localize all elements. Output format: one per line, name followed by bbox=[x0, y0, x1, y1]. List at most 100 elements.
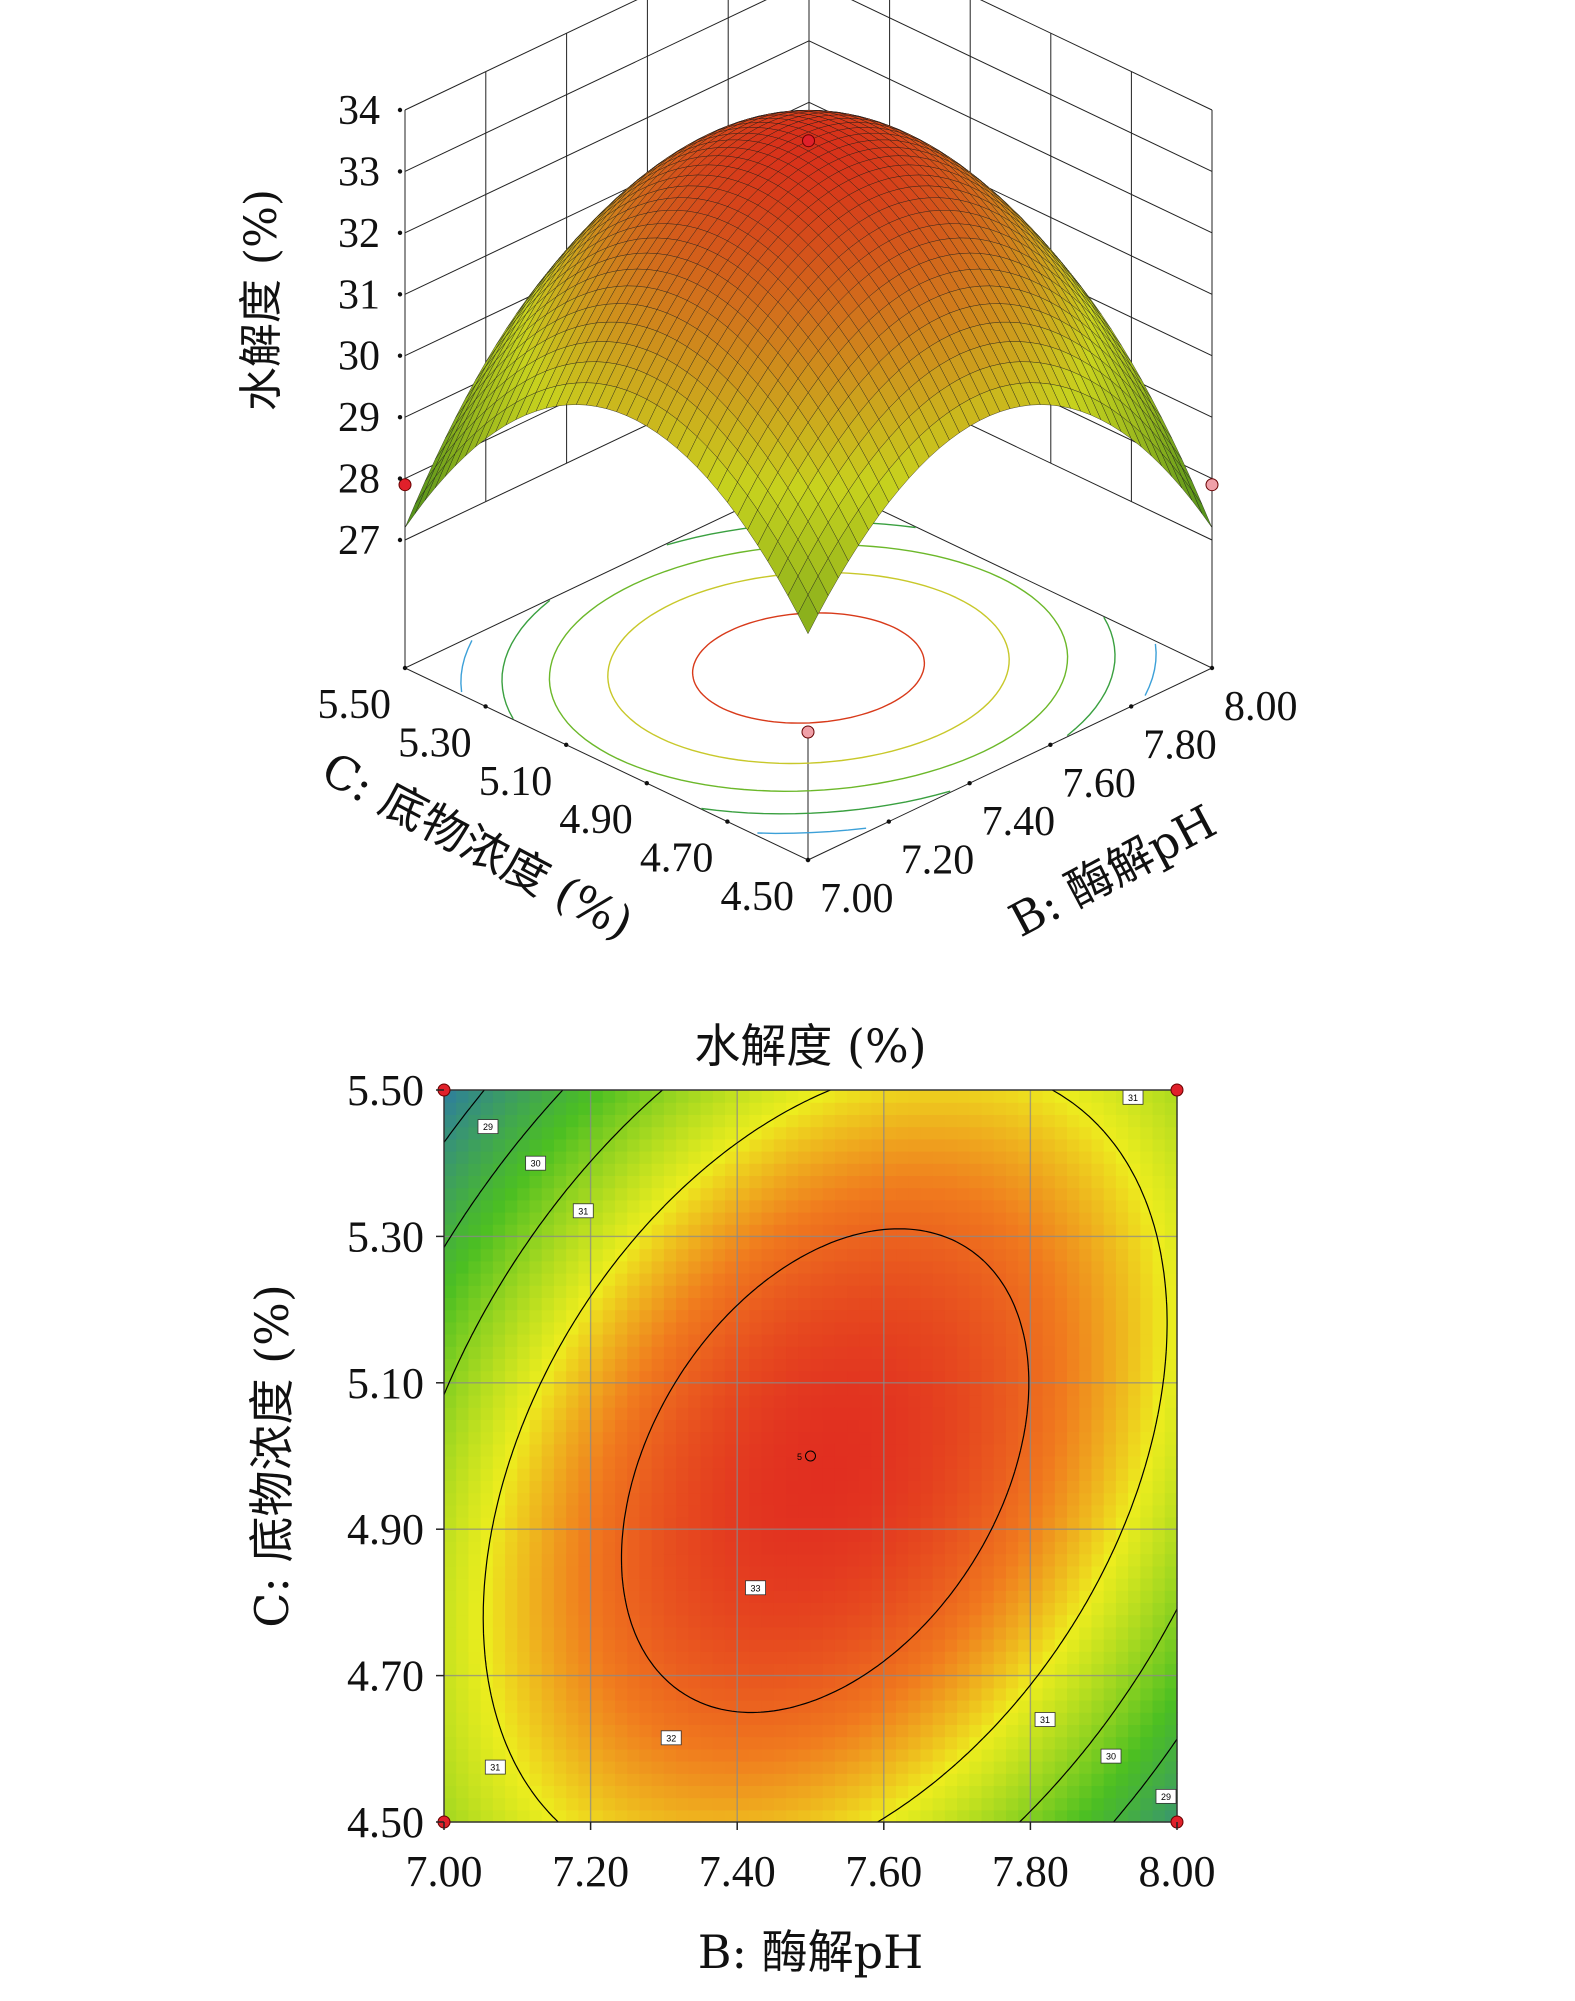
heat-cell bbox=[1042, 1626, 1056, 1640]
heat-cell bbox=[786, 1199, 799, 1213]
heat-cell bbox=[859, 1480, 873, 1494]
heat-cell bbox=[456, 1480, 470, 1494]
heat-cell bbox=[749, 1260, 763, 1274]
heat-cell bbox=[786, 1309, 799, 1323]
heat-cell bbox=[773, 1114, 787, 1128]
heat-cell bbox=[492, 1248, 506, 1262]
heat-cell bbox=[896, 1199, 909, 1213]
heat-cell bbox=[468, 1468, 482, 1481]
heat-cell bbox=[1079, 1138, 1093, 1152]
heat-cell bbox=[590, 1590, 604, 1603]
heat-cell bbox=[639, 1346, 653, 1359]
heat-cell bbox=[480, 1590, 494, 1603]
heat-cell bbox=[993, 1297, 1007, 1311]
heat-cell bbox=[1054, 1602, 1068, 1616]
heat-cell bbox=[651, 1712, 665, 1725]
heat-cell bbox=[529, 1407, 543, 1420]
heat-cell bbox=[529, 1517, 543, 1530]
heat-cell bbox=[981, 1639, 995, 1652]
heat-cell bbox=[1030, 1334, 1044, 1347]
heat-cell bbox=[627, 1785, 641, 1799]
heat-cell bbox=[651, 1175, 665, 1189]
heat-cell bbox=[834, 1541, 848, 1555]
heat-cell bbox=[541, 1700, 555, 1713]
heat-cell bbox=[444, 1175, 457, 1189]
heat-cell bbox=[1103, 1809, 1117, 1823]
heat-cell bbox=[1079, 1565, 1093, 1579]
heat-cell bbox=[517, 1736, 531, 1750]
heat-cell bbox=[1115, 1809, 1129, 1823]
heat-cell bbox=[810, 1553, 824, 1567]
heat-cell bbox=[932, 1187, 946, 1201]
heat-cell bbox=[920, 1468, 934, 1481]
heat-cell bbox=[700, 1334, 714, 1347]
heat-cell bbox=[896, 1443, 909, 1457]
heat-cell bbox=[553, 1797, 567, 1811]
heat-cell bbox=[908, 1102, 922, 1115]
heat-cell bbox=[615, 1309, 628, 1323]
heat-cell bbox=[541, 1309, 555, 1323]
heat-cell bbox=[468, 1517, 482, 1530]
heat-cell bbox=[822, 1578, 836, 1591]
heat-cell bbox=[639, 1114, 653, 1128]
z-tick-label: 30 bbox=[338, 334, 380, 380]
heat-cell bbox=[1030, 1285, 1044, 1298]
heat-cell bbox=[456, 1260, 470, 1274]
heat-cell bbox=[602, 1126, 616, 1140]
heat-cell bbox=[883, 1199, 897, 1213]
heat-cell bbox=[639, 1395, 653, 1408]
heat-cell bbox=[773, 1382, 787, 1396]
heat-cell bbox=[517, 1687, 531, 1701]
heat-cell bbox=[456, 1199, 470, 1213]
heat-cell bbox=[1042, 1590, 1056, 1603]
heat-cell bbox=[749, 1639, 763, 1652]
heat-cell bbox=[1079, 1370, 1093, 1384]
heat-cell bbox=[773, 1260, 787, 1274]
heat-cell bbox=[1091, 1273, 1105, 1286]
heat-cell bbox=[871, 1736, 885, 1750]
heat-cell bbox=[957, 1724, 970, 1738]
heat-cell bbox=[810, 1248, 824, 1262]
heat-cell bbox=[834, 1395, 848, 1408]
heat-cell bbox=[1103, 1565, 1117, 1579]
heat-cell bbox=[859, 1114, 873, 1128]
heat-cell bbox=[590, 1370, 604, 1384]
heat-cell bbox=[712, 1809, 726, 1823]
heat-cell bbox=[896, 1321, 909, 1335]
heat-cell bbox=[529, 1443, 543, 1457]
heat-cell bbox=[517, 1260, 531, 1274]
heat-cell bbox=[444, 1151, 457, 1164]
heat-cell bbox=[981, 1309, 995, 1323]
heat-cell bbox=[529, 1102, 543, 1115]
heat-cell bbox=[651, 1273, 665, 1286]
heat-cell bbox=[1042, 1334, 1056, 1347]
heat-cell bbox=[492, 1602, 506, 1616]
heat-cell bbox=[773, 1480, 787, 1494]
heat-cell bbox=[724, 1700, 738, 1713]
heat-cell bbox=[688, 1285, 702, 1298]
heat-cell bbox=[786, 1346, 799, 1359]
heat-cell bbox=[822, 1614, 836, 1628]
heat-cell bbox=[712, 1651, 726, 1664]
heat-cell bbox=[700, 1809, 714, 1823]
heat-cell bbox=[834, 1517, 848, 1530]
heat-cell bbox=[1042, 1504, 1056, 1518]
heat-cell bbox=[981, 1175, 995, 1189]
heat-cell bbox=[1005, 1651, 1019, 1664]
design-point-3d bbox=[398, 478, 412, 492]
heat-cell bbox=[700, 1785, 714, 1799]
heat-cell bbox=[712, 1102, 726, 1115]
heat-cell bbox=[590, 1273, 604, 1286]
heat-cell bbox=[798, 1724, 812, 1738]
heat-cell bbox=[859, 1285, 873, 1298]
heat-cell bbox=[553, 1578, 567, 1591]
heat-cell bbox=[1042, 1370, 1056, 1384]
heat-cell bbox=[639, 1565, 653, 1579]
heat-cell bbox=[566, 1114, 579, 1128]
heat-cell bbox=[896, 1102, 909, 1115]
heat-cell bbox=[627, 1285, 641, 1298]
heat-cell bbox=[761, 1626, 775, 1640]
heat-cell bbox=[847, 1346, 860, 1359]
heat-cell bbox=[920, 1260, 934, 1274]
heat-cell bbox=[749, 1138, 763, 1152]
